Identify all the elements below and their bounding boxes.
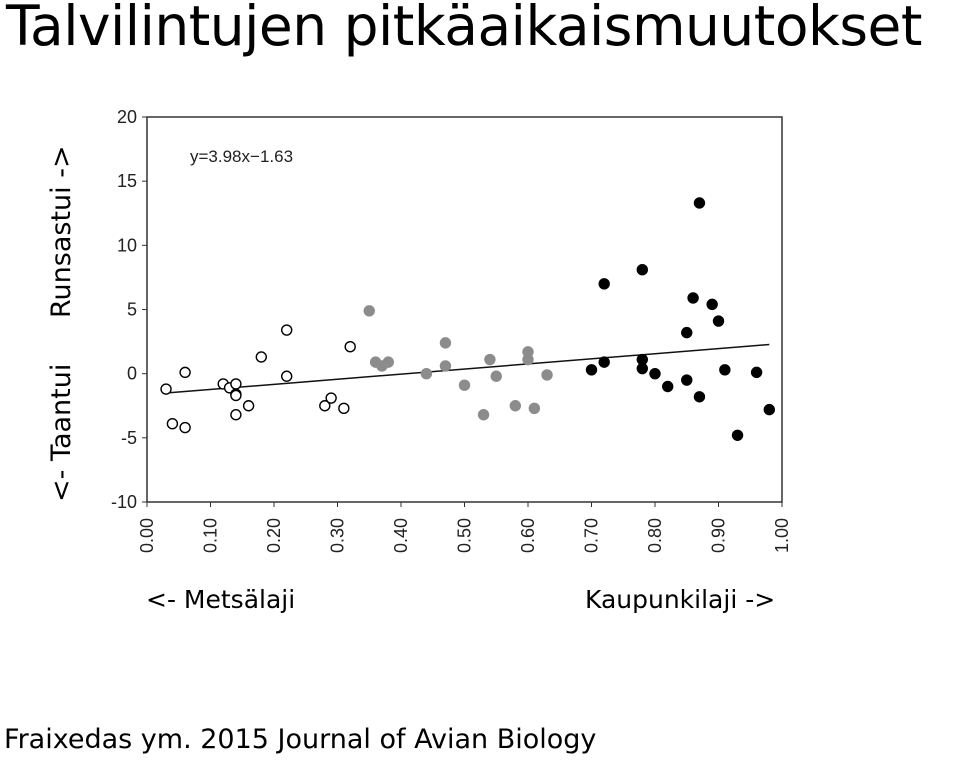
data-point-black <box>693 391 706 403</box>
data-point-open <box>230 378 242 390</box>
x-axis-label-urban: Kaupunkilaji -> <box>585 585 776 614</box>
y-tick-label: 10 <box>117 235 137 255</box>
data-point-black <box>763 403 775 416</box>
data-point-open <box>281 324 293 336</box>
data-point-open <box>344 341 356 353</box>
x-axis-label-forest: <- Metsälaji <box>146 585 296 614</box>
x-tick-label: 0.10 <box>201 518 221 553</box>
data-point-open <box>230 409 242 421</box>
data-point-open <box>338 402 350 415</box>
data-point-grey <box>420 367 433 380</box>
x-tick-label: 0.20 <box>264 518 284 553</box>
data-point-open <box>160 383 172 395</box>
data-point-black <box>662 380 674 393</box>
data-point-grey <box>477 409 490 421</box>
data-point-black <box>687 292 699 304</box>
data-point-grey <box>458 379 471 391</box>
x-tick-label: 0.50 <box>455 518 475 553</box>
data-point-open <box>179 366 191 379</box>
data-point-open <box>166 418 179 430</box>
trendline-equation: y=3.98x−1.63 <box>190 147 293 166</box>
data-point-black <box>681 326 693 339</box>
y-tick-label: 20 <box>117 107 137 127</box>
data-point-black <box>712 315 725 327</box>
data-point-open <box>281 370 293 382</box>
plot-frame <box>146 116 783 503</box>
data-point-black <box>719 364 731 376</box>
y-tick-label: 15 <box>117 171 137 191</box>
data-point-black <box>636 362 648 375</box>
data-point-grey <box>528 402 541 415</box>
data-point-black <box>598 278 610 290</box>
x-tick-label: 0.60 <box>518 518 538 553</box>
citation: Fraixedas ym. 2015 Journal of Avian Biol… <box>4 724 597 755</box>
data-point-black <box>636 264 648 276</box>
data-point-grey <box>509 400 521 412</box>
data-point-black <box>681 374 693 386</box>
data-point-grey <box>541 369 553 381</box>
x-tick-label: 0.90 <box>709 518 729 553</box>
y-tick-label: 5 <box>127 300 137 320</box>
data-point-black <box>731 429 744 441</box>
data-point-grey <box>439 337 452 349</box>
y-tick-label: -10 <box>111 492 137 512</box>
data-point-black <box>585 364 598 376</box>
data-point-black <box>598 356 610 368</box>
x-tick-label: 0.30 <box>328 518 348 553</box>
y-tick-label: 0 <box>127 364 137 384</box>
trendline <box>165 343 770 394</box>
data-point-open <box>230 389 242 402</box>
data-point-grey <box>363 305 375 317</box>
x-tick-label: 0.00 <box>137 518 157 553</box>
data-point-black <box>750 366 763 379</box>
data-point-open <box>325 392 337 404</box>
x-tick-label: 1.00 <box>772 518 792 553</box>
data-point-black <box>693 197 706 209</box>
data-point-grey <box>484 353 496 366</box>
slide-title: Talvilintujen pitkäaikaismuutokset <box>6 0 922 58</box>
data-point-open <box>179 421 191 434</box>
data-point-black <box>706 298 718 311</box>
data-point-grey <box>490 370 502 382</box>
data-point-open <box>255 351 267 363</box>
x-tick-label: 0.70 <box>582 518 602 553</box>
data-point-black <box>649 367 661 380</box>
data-point-open <box>242 400 255 412</box>
data-point-grey <box>382 356 394 368</box>
data-point-open <box>319 400 331 412</box>
data-point-grey <box>439 360 452 372</box>
data-point-grey <box>522 353 534 366</box>
y-tick-label: -5 <box>121 428 137 448</box>
x-tick-label: 0.40 <box>391 518 411 553</box>
x-tick-label: 0.80 <box>645 518 665 553</box>
